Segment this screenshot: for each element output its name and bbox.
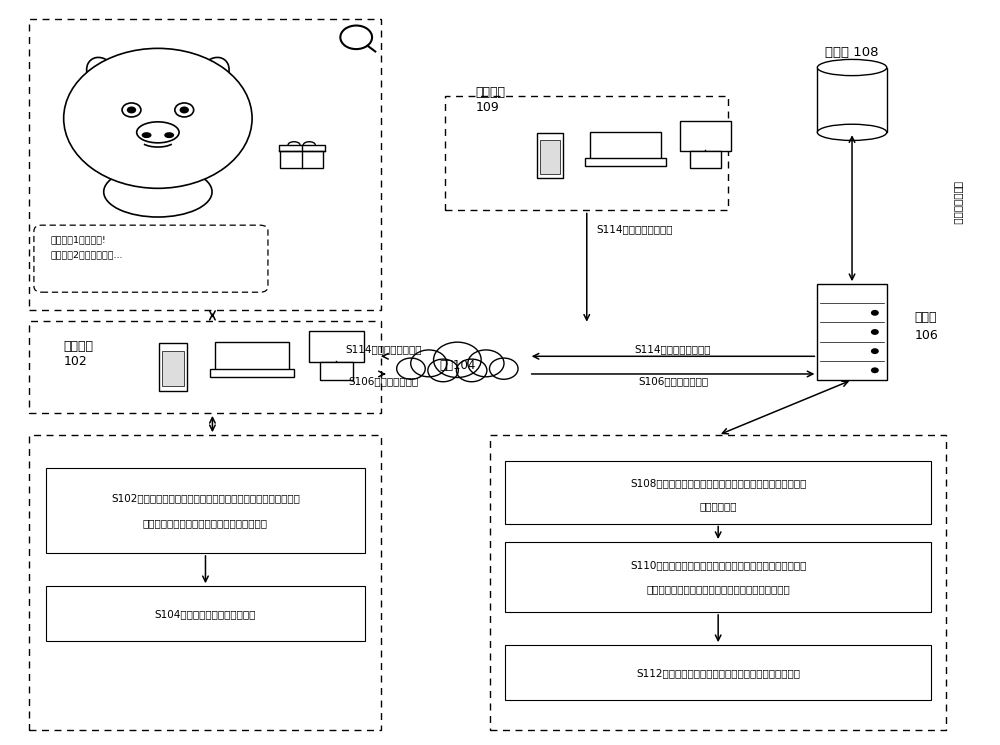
Ellipse shape <box>165 133 173 137</box>
Ellipse shape <box>104 167 212 217</box>
Text: 存储或读取数据: 存储或读取数据 <box>953 181 963 225</box>
Ellipse shape <box>137 122 179 143</box>
Circle shape <box>428 359 458 381</box>
Bar <box>490 435 946 730</box>
Circle shape <box>871 367 879 373</box>
Bar <box>817 68 887 133</box>
Text: 106: 106 <box>915 329 938 342</box>
Ellipse shape <box>817 60 887 76</box>
Ellipse shape <box>87 57 116 89</box>
Text: 102: 102 <box>64 355 87 368</box>
Text: S112，将调整后的目标图片封装为待推送的直播流数据: S112，将调整后的目标图片封装为待推送的直播流数据 <box>636 668 800 678</box>
Text: 网络104: 网络104 <box>439 358 476 372</box>
Circle shape <box>434 342 481 378</box>
Circle shape <box>489 358 518 379</box>
Bar <box>215 342 289 371</box>
Text: 终端设备: 终端设备 <box>475 86 505 99</box>
FancyBboxPatch shape <box>34 225 268 292</box>
Circle shape <box>64 48 252 188</box>
Bar <box>505 542 931 612</box>
Circle shape <box>175 103 194 117</box>
Bar <box>159 343 187 391</box>
Bar <box>46 469 365 553</box>
Bar <box>445 96 728 210</box>
Ellipse shape <box>817 124 887 141</box>
Circle shape <box>871 348 879 354</box>
Bar <box>279 145 325 150</box>
Bar <box>585 158 666 165</box>
Circle shape <box>122 103 141 117</box>
Text: 匿名网友2：唱《遇见》...: 匿名网友2：唱《遇见》... <box>51 250 123 259</box>
Circle shape <box>468 350 504 377</box>
Text: 服务器: 服务器 <box>915 311 937 324</box>
Bar <box>29 435 381 730</box>
Text: S110，根据单眼闭合特征所指示的眼部闭合程度，驱动控制: S110，根据单眼闭合特征所指示的眼部闭合程度，驱动控制 <box>630 560 806 570</box>
Text: S102，在当前直播画面中显示预先为主播对象配置的目标图片，: S102，在当前直播画面中显示预先为主播对象配置的目标图片， <box>111 493 300 503</box>
Text: S106，发送人脸图像: S106，发送人脸图像 <box>638 376 708 387</box>
Circle shape <box>397 358 425 379</box>
Text: 目标图片中中虚拟动物形象的眼部进行同步闭合调整: 目标图片中中虚拟动物形象的眼部进行同步闭合调整 <box>646 584 790 594</box>
Bar <box>690 150 721 168</box>
Bar <box>680 121 731 150</box>
Circle shape <box>871 310 879 316</box>
Bar <box>280 150 323 168</box>
Bar <box>537 133 563 178</box>
Text: 109: 109 <box>475 101 499 114</box>
Bar <box>540 140 560 174</box>
Text: 终端设备: 终端设备 <box>64 340 94 353</box>
Text: 单眼闭合特征: 单眼闭合特征 <box>699 501 737 511</box>
Bar <box>162 351 184 387</box>
Text: S106，发送人脸图像: S106，发送人脸图像 <box>348 376 419 387</box>
Bar <box>29 19 381 310</box>
Ellipse shape <box>142 133 151 137</box>
Text: S104，采集主播对象的人脸图像: S104，采集主播对象的人脸图像 <box>155 609 256 619</box>
Bar <box>210 370 294 377</box>
Text: S114，推送直播流数据: S114，推送直播流数据 <box>597 224 673 234</box>
Text: 匿名网友1：快唱歌!: 匿名网友1：快唱歌! <box>51 235 107 244</box>
Text: S114，推送直播流数据: S114，推送直播流数据 <box>635 344 711 354</box>
Circle shape <box>180 107 189 113</box>
Circle shape <box>871 329 879 335</box>
Text: S108，基于采集到的主播对象的人脸图像，识别主播对象的: S108，基于采集到的主播对象的人脸图像，识别主播对象的 <box>630 478 806 488</box>
Bar <box>505 461 931 524</box>
Bar <box>590 132 661 159</box>
Text: 数据库 108: 数据库 108 <box>825 45 879 59</box>
Bar <box>46 586 365 641</box>
Circle shape <box>127 107 136 113</box>
Text: 其中，目标图片中显示有虚拟动物对象的面部: 其中，目标图片中显示有虚拟动物对象的面部 <box>143 519 268 528</box>
Text: S114，推送直播流数据: S114，推送直播流数据 <box>345 344 422 354</box>
Bar <box>817 284 887 380</box>
Bar <box>505 645 931 700</box>
Circle shape <box>411 350 447 377</box>
Ellipse shape <box>200 57 229 89</box>
Circle shape <box>456 359 487 381</box>
Bar <box>29 321 381 413</box>
Bar <box>320 362 353 380</box>
Bar <box>309 331 364 362</box>
